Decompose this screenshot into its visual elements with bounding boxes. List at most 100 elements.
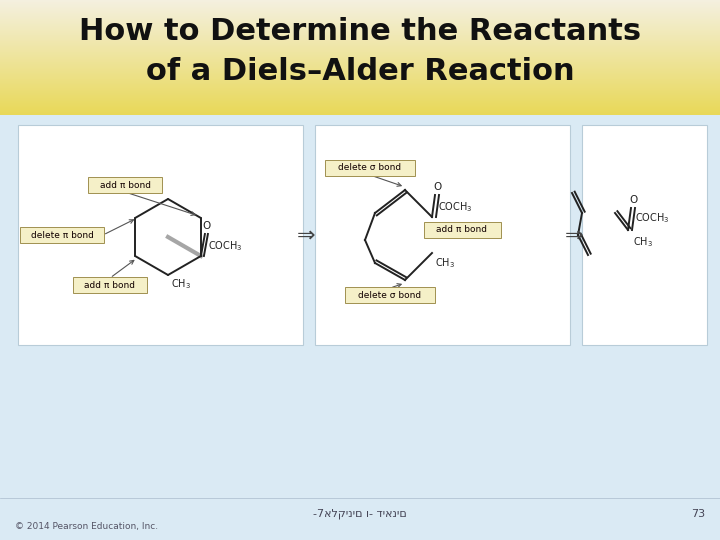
Bar xyxy=(0,24,720,25)
Bar xyxy=(0,53,720,54)
Bar xyxy=(0,40,720,41)
Bar xyxy=(0,47,720,48)
Bar xyxy=(0,105,720,106)
Bar xyxy=(0,27,720,28)
Text: CH$_3$: CH$_3$ xyxy=(633,235,653,249)
Bar xyxy=(0,9,720,10)
Bar xyxy=(0,22,720,23)
Bar xyxy=(0,35,720,36)
Bar xyxy=(0,64,720,65)
Bar xyxy=(0,58,720,59)
Bar xyxy=(0,42,720,43)
Bar xyxy=(0,41,720,42)
FancyBboxPatch shape xyxy=(325,160,415,176)
Bar xyxy=(0,60,720,61)
FancyBboxPatch shape xyxy=(88,177,162,193)
Bar xyxy=(0,4,720,5)
Bar xyxy=(0,76,720,77)
Bar xyxy=(0,62,720,63)
Bar xyxy=(0,13,720,14)
Bar xyxy=(0,114,720,115)
Text: O: O xyxy=(203,221,211,231)
Bar xyxy=(0,84,720,85)
Bar xyxy=(0,59,720,60)
Bar xyxy=(0,70,720,71)
Bar xyxy=(0,79,720,80)
Bar xyxy=(0,112,720,113)
Bar xyxy=(0,54,720,55)
Bar xyxy=(0,44,720,45)
Bar xyxy=(0,39,720,40)
Bar xyxy=(0,31,720,32)
Bar xyxy=(0,111,720,112)
Bar xyxy=(0,72,720,73)
Bar xyxy=(0,43,720,44)
Bar xyxy=(0,103,720,104)
Bar xyxy=(0,19,720,20)
Bar xyxy=(0,113,720,114)
Bar xyxy=(0,92,720,93)
Bar xyxy=(0,94,720,95)
Text: add π bond: add π bond xyxy=(436,226,487,234)
Bar xyxy=(0,21,720,22)
Bar xyxy=(0,30,720,31)
Bar xyxy=(0,1,720,2)
Bar xyxy=(0,28,720,29)
Text: 73: 73 xyxy=(691,509,705,519)
Bar xyxy=(0,49,720,50)
Text: delete σ bond: delete σ bond xyxy=(338,164,402,172)
Bar xyxy=(0,86,720,87)
Bar xyxy=(0,67,720,68)
FancyBboxPatch shape xyxy=(20,227,104,243)
Bar xyxy=(0,36,720,37)
Bar xyxy=(0,104,720,105)
Text: delete σ bond: delete σ bond xyxy=(359,291,422,300)
Text: add π bond: add π bond xyxy=(84,280,135,289)
Bar xyxy=(0,85,720,86)
Bar xyxy=(0,71,720,72)
Bar xyxy=(0,73,720,74)
Bar xyxy=(0,11,720,12)
Bar xyxy=(0,14,720,15)
Text: add π bond: add π bond xyxy=(99,180,150,190)
Bar xyxy=(0,75,720,76)
Bar xyxy=(0,101,720,102)
Bar xyxy=(0,18,720,19)
Text: -7אלקינים ו- דיאנים: -7אלקינים ו- דיאנים xyxy=(313,509,407,519)
Text: delete π bond: delete π bond xyxy=(30,231,94,240)
Bar xyxy=(0,108,720,109)
Text: COCH$_3$: COCH$_3$ xyxy=(438,200,472,214)
Bar xyxy=(0,66,720,67)
Bar xyxy=(0,48,720,49)
Text: © 2014 Pearson Education, Inc.: © 2014 Pearson Education, Inc. xyxy=(15,522,158,530)
Text: of a Diels–Alder Reaction: of a Diels–Alder Reaction xyxy=(145,57,575,86)
Bar xyxy=(0,20,720,21)
Bar xyxy=(0,17,720,18)
Bar xyxy=(0,50,720,51)
Bar xyxy=(0,81,720,82)
Bar xyxy=(0,69,720,70)
Bar xyxy=(0,57,720,58)
Bar xyxy=(0,61,720,62)
Bar xyxy=(0,97,720,98)
Bar xyxy=(0,12,720,13)
Bar xyxy=(0,32,720,33)
Bar xyxy=(0,93,720,94)
Bar xyxy=(0,63,720,64)
Bar xyxy=(0,102,720,103)
Bar xyxy=(0,33,720,34)
Bar xyxy=(0,95,720,96)
Bar xyxy=(0,87,720,88)
Bar xyxy=(0,15,720,16)
Bar xyxy=(0,45,720,46)
FancyBboxPatch shape xyxy=(73,277,147,293)
Bar xyxy=(0,2,720,3)
Bar xyxy=(0,46,720,47)
Bar xyxy=(0,107,720,108)
Bar xyxy=(0,89,720,90)
Text: CH$_3$: CH$_3$ xyxy=(171,277,191,291)
Bar xyxy=(0,7,720,8)
Bar xyxy=(0,29,720,30)
Bar xyxy=(0,109,720,110)
Bar xyxy=(0,55,720,56)
